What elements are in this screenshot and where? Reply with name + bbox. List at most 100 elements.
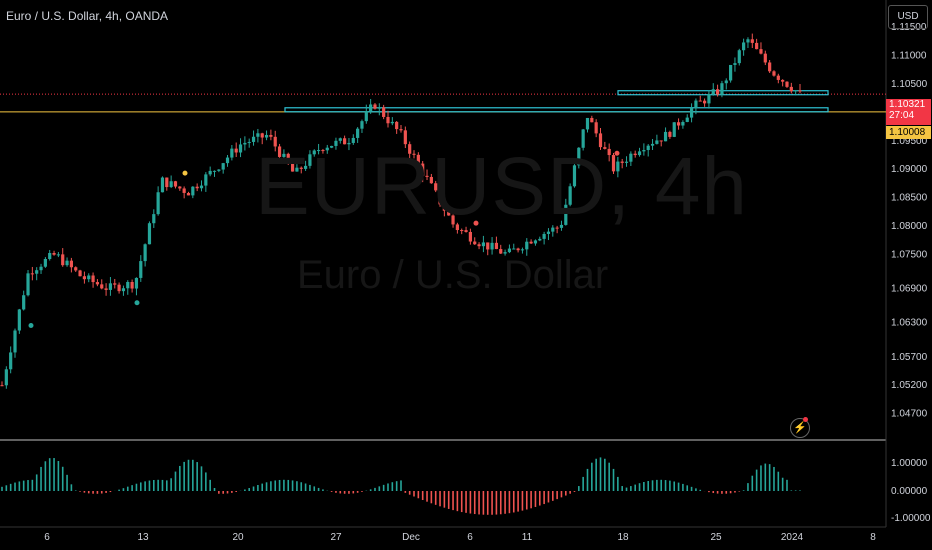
candle-body bbox=[147, 223, 152, 245]
candle-body bbox=[598, 133, 603, 148]
candle-body bbox=[494, 242, 499, 250]
candle-body bbox=[646, 145, 650, 151]
candle-body bbox=[251, 136, 256, 142]
candle-body bbox=[681, 121, 685, 126]
candle-body bbox=[330, 145, 334, 148]
candle-body bbox=[451, 215, 455, 225]
candle-body bbox=[347, 142, 351, 145]
candle-body bbox=[230, 148, 234, 158]
watermark-name: Euro / U.S. Dollar bbox=[297, 253, 609, 297]
candle-body bbox=[481, 242, 486, 247]
candle-body bbox=[568, 186, 572, 205]
price-label: 1.05700 bbox=[891, 352, 928, 363]
candle-body bbox=[178, 186, 182, 189]
candle-body bbox=[39, 266, 43, 271]
lightning-icon[interactable]: ⚡ bbox=[790, 418, 810, 438]
candle-body bbox=[82, 276, 87, 280]
price-label: 1.09500 bbox=[891, 136, 928, 147]
candle-body bbox=[113, 283, 117, 285]
candle-body bbox=[663, 131, 668, 142]
candle-body bbox=[637, 151, 642, 156]
candle-body bbox=[386, 116, 390, 124]
candle-body bbox=[429, 176, 433, 184]
candle-body bbox=[373, 104, 377, 109]
price-label: 1.11000 bbox=[891, 50, 927, 61]
candle-body bbox=[672, 122, 676, 137]
candle-body bbox=[182, 188, 186, 193]
candle-body bbox=[334, 140, 338, 146]
candle-body bbox=[364, 111, 368, 122]
candle-body bbox=[238, 144, 243, 153]
time-label: 2024 bbox=[781, 532, 804, 543]
candle-body bbox=[212, 170, 217, 172]
time-label: Dec bbox=[402, 532, 420, 543]
candle-body bbox=[512, 248, 516, 250]
candle-body bbox=[590, 117, 594, 123]
candle-body bbox=[789, 86, 793, 92]
candle-body bbox=[95, 282, 100, 285]
candle-body bbox=[577, 147, 581, 166]
candle-body bbox=[746, 39, 750, 43]
candle-body bbox=[390, 121, 394, 124]
candle-body bbox=[143, 244, 147, 262]
candle-body bbox=[442, 204, 446, 211]
candle-body bbox=[733, 63, 737, 65]
candle-body bbox=[290, 163, 295, 172]
candle-body bbox=[208, 170, 212, 175]
candle-body bbox=[139, 261, 143, 278]
candle-body bbox=[581, 129, 585, 148]
candle-body bbox=[659, 140, 663, 142]
candle-body bbox=[564, 204, 568, 225]
candle-body bbox=[282, 153, 286, 157]
candle-body bbox=[516, 248, 520, 251]
oscillator-histogram bbox=[1, 457, 801, 515]
candle-body bbox=[585, 117, 590, 130]
candle-body bbox=[191, 186, 195, 196]
candle-body bbox=[299, 167, 303, 169]
candle-body bbox=[186, 192, 191, 196]
price-label: 1.04700 bbox=[891, 409, 928, 420]
time-label: 18 bbox=[617, 532, 629, 543]
candle-body bbox=[542, 233, 546, 239]
candle-body bbox=[30, 273, 34, 275]
candle-body bbox=[525, 241, 529, 250]
oscillator-label: 0.00000 bbox=[891, 486, 928, 497]
candle-body bbox=[620, 161, 624, 163]
candle-body bbox=[156, 192, 160, 215]
notification-dot bbox=[803, 417, 808, 422]
candle-body bbox=[4, 369, 8, 386]
resistance-zone[interactable] bbox=[284, 107, 829, 113]
currency-button[interactable]: USD bbox=[888, 5, 928, 29]
candle-body bbox=[438, 190, 442, 205]
candle-body bbox=[256, 133, 260, 137]
level-price-tag: 1.10008 bbox=[886, 126, 931, 139]
candle-body bbox=[165, 177, 169, 188]
price-label: 1.09000 bbox=[891, 164, 928, 175]
candle-body bbox=[13, 330, 17, 353]
candle-body bbox=[416, 154, 420, 164]
candle-body bbox=[377, 107, 381, 109]
time-label: 6 bbox=[467, 532, 473, 543]
candle-body bbox=[26, 273, 30, 296]
candle-body bbox=[169, 181, 173, 188]
candle-body bbox=[221, 163, 225, 170]
time-label: 27 bbox=[330, 532, 342, 543]
price-label: 1.08500 bbox=[891, 193, 928, 204]
price-label: 1.10500 bbox=[891, 79, 928, 90]
candle-body bbox=[737, 50, 741, 64]
candle-body bbox=[61, 254, 65, 266]
oscillator-axis-labels: 1.00000 0.00000 -1.00000 bbox=[891, 458, 931, 524]
candle-body bbox=[134, 277, 139, 289]
candle-body bbox=[338, 138, 342, 141]
candle-body bbox=[538, 238, 542, 241]
candle-body bbox=[477, 244, 481, 247]
time-label: 6 bbox=[44, 532, 50, 543]
candle-body bbox=[286, 153, 290, 164]
signal-marker bbox=[182, 170, 188, 176]
candle-body bbox=[65, 260, 69, 266]
candle-body bbox=[412, 153, 416, 155]
candle-body bbox=[603, 147, 607, 149]
candle-body bbox=[655, 140, 659, 144]
candle-body bbox=[104, 288, 108, 290]
